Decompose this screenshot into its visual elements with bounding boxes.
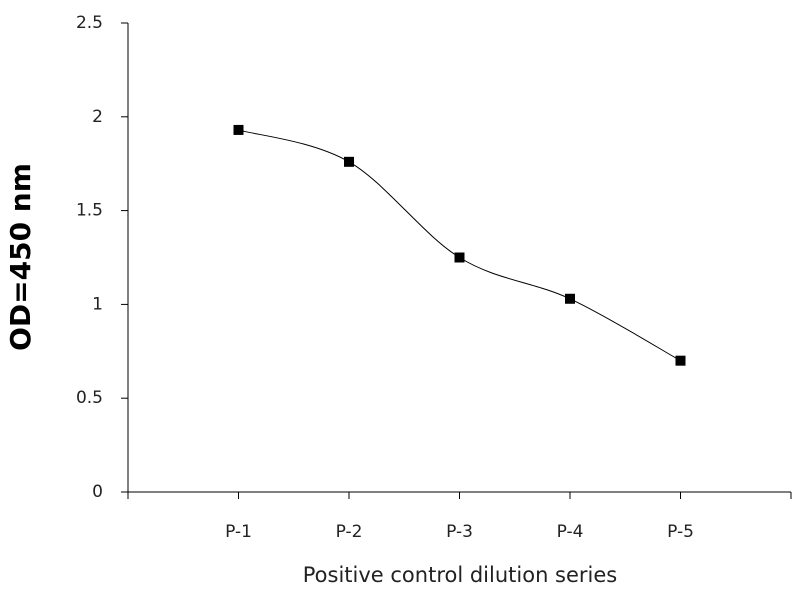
x-tick-label: P-3 <box>446 522 473 542</box>
y-axis-title: OD=450 nm <box>4 163 37 351</box>
x-axis-title: Positive control dilution series <box>303 563 618 587</box>
y-tick-label: 2.5 <box>76 13 103 33</box>
data-point <box>233 124 244 135</box>
x-tick-label: P-5 <box>667 522 694 542</box>
x-tick-label: P-2 <box>336 522 363 542</box>
data-point <box>344 156 354 167</box>
y-tick-label: 1 <box>92 294 103 314</box>
data-point <box>675 355 686 366</box>
x-tick-label: P-4 <box>557 522 584 542</box>
y-tick-label: 2 <box>92 107 103 127</box>
y-tick-label: 1.5 <box>76 201 103 221</box>
data-point <box>454 252 465 263</box>
y-tick-label: 0 <box>92 482 103 502</box>
series-line <box>238 129 681 362</box>
y-tick-label: 0.5 <box>76 388 103 408</box>
data-point <box>565 293 575 304</box>
x-tick-label: P-1 <box>225 522 252 542</box>
